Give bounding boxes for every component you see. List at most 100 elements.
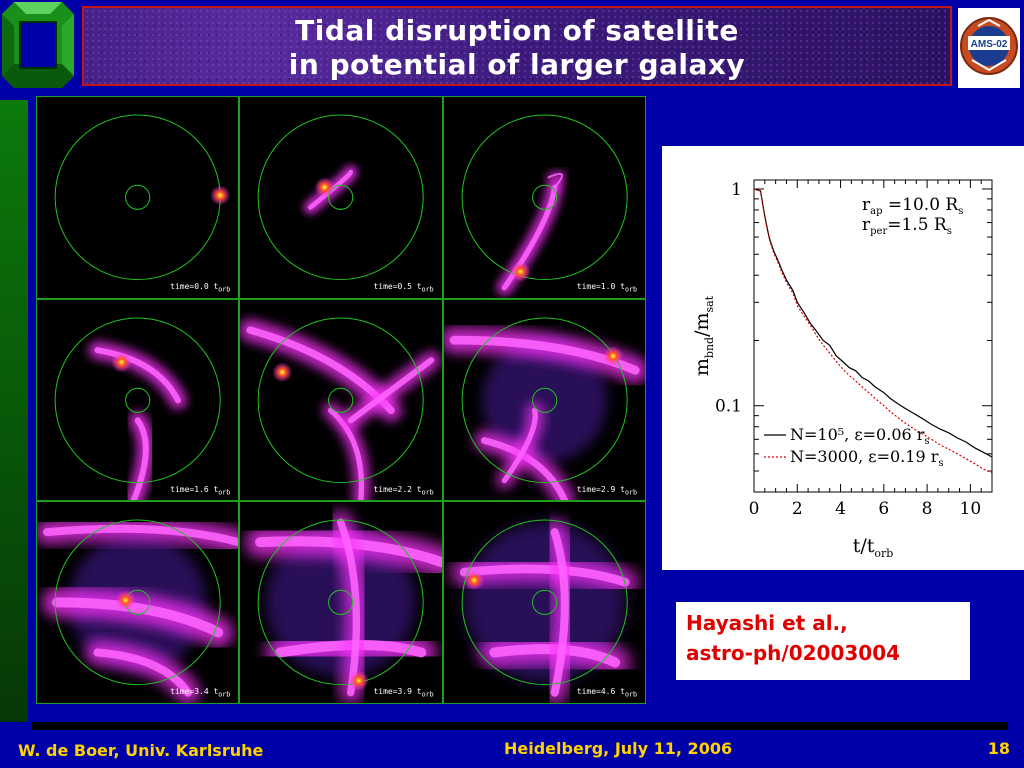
x-tick-label: 4 — [835, 499, 846, 519]
apocenter-annotation: rap =10.0 Rs — [862, 195, 963, 217]
time-unit-subscript: orb — [218, 285, 231, 294]
chart-plot: 0 2 4 6 8 10 1 0.1 t/torb mbnd/msat rap =10.0 Rsrp… — [691, 179, 993, 560]
time-unit-subscript: orb — [218, 488, 231, 497]
simulation-panel: time=2.9 torb — [442, 298, 646, 502]
y-axis-label: mbnd/msat — [691, 295, 716, 376]
title-line-1: Tidal disruption of satellite — [295, 14, 739, 47]
simulation-panel: time=1.0 torb — [442, 96, 646, 299]
panel-time-label: time=0.5 torb — [373, 282, 433, 294]
debris-halo — [481, 337, 607, 463]
simulation-panel: time=3.4 torb — [35, 501, 240, 704]
tidal-stream — [94, 346, 181, 404]
tidal-stream — [88, 340, 187, 410]
pericenter-circle — [125, 387, 151, 413]
x-tick-label: 10 — [960, 499, 982, 519]
simulation-panel: time=3.9 torb — [239, 501, 443, 704]
satellite-core — [349, 670, 370, 691]
time-value: time=1.6 t — [170, 484, 219, 494]
time-value: time=4.6 t — [576, 687, 625, 697]
simulation-snapshot — [54, 114, 231, 281]
simulation-snapshot — [461, 114, 628, 296]
pericenter-circle — [125, 184, 151, 210]
time-value: time=3.4 t — [170, 687, 219, 697]
slide-number: 18 — [987, 739, 1010, 758]
pericenter-circle — [328, 184, 354, 210]
citation-reference: astro-ph/02003004 — [686, 641, 901, 665]
legend-label: N=10⁵, ε=0.06 rs — [790, 425, 930, 447]
panel-time-label: time=1.0 torb — [577, 282, 637, 294]
satellite-core — [272, 361, 293, 382]
time-value: time=0.0 t — [170, 282, 219, 292]
apocenter-circle — [54, 114, 221, 281]
pericenter-circle — [328, 387, 354, 413]
pericenter-circle — [531, 184, 557, 210]
satellite-core — [602, 345, 623, 366]
karlsruhe-logo — [2, 2, 74, 88]
footer-venue-date: Heidelberg, July 11, 2006 — [504, 739, 733, 758]
apocenter-circle — [54, 519, 221, 686]
apocenter-circle — [461, 519, 628, 686]
apocenter-circle — [54, 317, 221, 483]
time-value: time=1.0 t — [576, 282, 625, 292]
time-unit-subscript: orb — [624, 691, 637, 699]
simulation-panel: time=0.5 torb — [239, 96, 443, 299]
ams-02-logo: AMS-02 — [958, 8, 1020, 88]
footer: W. de Boer, Univ. Karlsruhe Heidelberg, … — [0, 732, 1024, 768]
simulation-snapshot — [443, 317, 645, 501]
x-tick-label: 8 — [922, 499, 933, 519]
time-unit-subscript: orb — [624, 488, 637, 497]
apocenter-circle — [461, 317, 628, 483]
satellite-core — [463, 570, 484, 591]
title-line-2: in potential of larger galaxy — [288, 48, 746, 81]
apocenter-circle — [257, 519, 425, 686]
citation-box: Hayashi et al., astro-ph/02003004 — [676, 602, 970, 680]
satellite-core — [510, 261, 531, 282]
tidal-stream — [130, 417, 149, 501]
x-tick-label: 2 — [792, 499, 803, 519]
tidal-stream — [348, 356, 435, 424]
tidal-stream — [501, 407, 538, 483]
panel-time-label: time=4.6 torb — [577, 687, 637, 699]
satellite-core — [314, 177, 335, 198]
tidal-stream — [308, 169, 354, 210]
pericenter-circle — [531, 590, 557, 616]
simulation-panel: time=1.6 torb — [35, 298, 240, 502]
time-unit-subscript: orb — [421, 285, 434, 294]
panel-time-label: time=2.9 torb — [577, 485, 637, 497]
satellite-core — [210, 185, 231, 206]
time-value: time=3.9 t — [373, 687, 422, 697]
y-tick-label: 0.1 — [715, 397, 742, 417]
panel-time-label: time=3.9 torb — [373, 687, 433, 699]
tidal-stream — [547, 172, 563, 189]
y-tick-label: 1 — [731, 180, 742, 200]
simulation-panel: time=0.0 torb — [35, 96, 240, 299]
time-unit-subscript: orb — [421, 691, 434, 699]
mass-loss-chart: 0 2 4 6 8 10 1 0.1 t/torb mbnd/msat rap =10.0 Rs rp… — [662, 146, 1024, 570]
simulation-panel: time=2.2 torb — [239, 298, 443, 502]
satellite-core — [111, 351, 132, 372]
legend-label: N=3000, ε=0.19 rs — [790, 447, 944, 469]
simulation-snapshot — [240, 317, 441, 501]
satellite-core — [115, 590, 136, 611]
panel-time-label: time=1.6 torb — [170, 485, 230, 497]
footer-author: W. de Boer, Univ. Karlsruhe — [18, 741, 264, 760]
slide-title: Tidal disruption of satellite in potenti… — [84, 14, 950, 82]
simulation-snapshot — [257, 114, 425, 281]
simulation-panel: time=4.6 torb — [442, 501, 646, 704]
apocenter-circle — [461, 114, 628, 281]
simulation-snapshot — [54, 317, 221, 501]
x-axis-label: t/torb — [853, 535, 894, 560]
panel-time-label: time=3.4 torb — [170, 687, 230, 699]
tidal-stream — [328, 407, 365, 501]
time-unit-subscript: orb — [624, 285, 637, 294]
pericenter-circle — [531, 387, 557, 413]
simulation-snapshot — [450, 519, 638, 703]
tidal-simulation-grid: time=0.0 torb time=0.5 torb time=1.0 tor… — [35, 96, 646, 704]
time-value: time=0.5 t — [373, 282, 422, 292]
tidal-stream — [93, 648, 193, 697]
apocenter-circle — [257, 317, 425, 483]
title-banner: Tidal disruption of satellite in potenti… — [82, 6, 952, 86]
apocenter-circle — [257, 114, 425, 281]
time-value: time=2.9 t — [576, 484, 625, 494]
tidal-stream — [337, 518, 361, 697]
